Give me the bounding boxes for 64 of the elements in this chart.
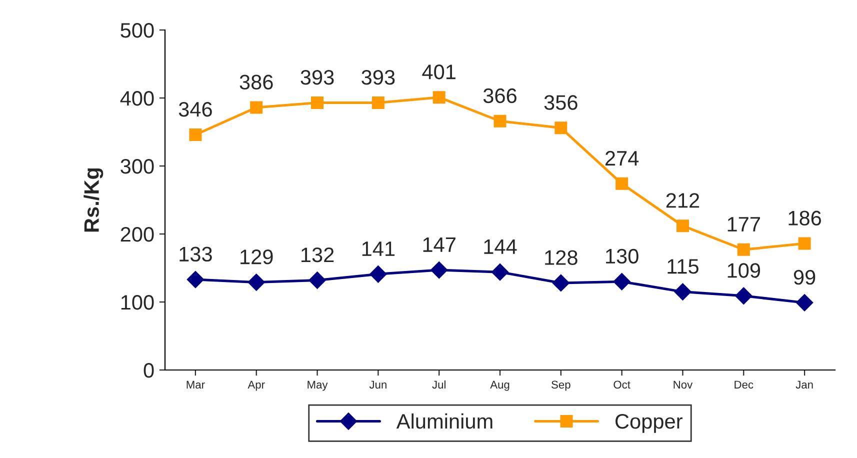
data-label: 133	[180, 246, 212, 262]
data-label: 128	[545, 250, 578, 265]
data-label: 186	[788, 210, 822, 226]
data-label: 144	[484, 240, 517, 254]
point	[552, 274, 570, 292]
x-tick-label: Aug	[490, 380, 510, 391]
point	[250, 101, 263, 114]
data-label: 130	[606, 248, 638, 264]
y-tick-label: 0	[144, 363, 154, 378]
point	[186, 271, 204, 288]
data-label: 366	[483, 88, 516, 104]
point	[248, 274, 265, 291]
data-label: 356	[544, 95, 578, 110]
data-label: 132	[301, 247, 334, 262]
point	[432, 91, 446, 104]
legend-label: Copper	[616, 414, 682, 433]
data-label: 274	[605, 150, 639, 166]
point	[189, 128, 202, 141]
y-tick-label: 400	[120, 91, 154, 106]
point	[737, 243, 750, 256]
data-label: 401	[422, 64, 456, 80]
point	[796, 294, 814, 312]
y-axis-title: Rs./Kg	[84, 168, 104, 232]
point	[798, 237, 811, 250]
point	[494, 114, 506, 128]
data-label: 386	[240, 74, 273, 90]
y-tick-label: 100	[121, 295, 154, 310]
point	[370, 266, 387, 283]
data-label: 346	[178, 102, 212, 117]
x-tick-label: May	[308, 380, 328, 391]
point	[674, 283, 692, 300]
x-tick-label: Dec	[734, 380, 754, 389]
x-tick-label: Apr	[248, 380, 265, 391]
data-label: 141	[362, 242, 395, 256]
legend-label: Aluminium	[396, 413, 492, 429]
x-tick-label: Nov	[674, 380, 693, 389]
data-label: 147	[423, 237, 456, 252]
point	[613, 273, 630, 290]
point	[735, 287, 752, 304]
data-label: 393	[362, 70, 395, 85]
point	[311, 96, 324, 110]
point	[676, 220, 689, 232]
point	[308, 272, 326, 289]
y-tick-label: 500	[120, 23, 154, 38]
data-label: 177	[728, 217, 760, 232]
point	[616, 177, 628, 190]
data-label: 99	[794, 270, 816, 285]
data-label: 393	[300, 70, 334, 85]
point	[554, 122, 568, 134]
x-tick-label: Jan	[796, 380, 813, 389]
point	[430, 261, 448, 279]
point	[372, 96, 384, 110]
x-tick-label: Jun	[369, 380, 386, 389]
y-tick-label: 200	[120, 227, 154, 242]
x-tick-label: Sep	[552, 380, 570, 391]
data-label: 129	[240, 250, 273, 264]
data-label: 109	[728, 263, 760, 278]
y-tick-label: 300	[120, 159, 154, 174]
x-tick-label: Mar	[186, 380, 205, 389]
x-tick-label: Oct	[614, 380, 630, 389]
data-label: 115	[668, 259, 698, 274]
data-label: 212	[666, 193, 700, 208]
x-tick-label: Jul	[432, 380, 446, 389]
point	[491, 264, 509, 281]
